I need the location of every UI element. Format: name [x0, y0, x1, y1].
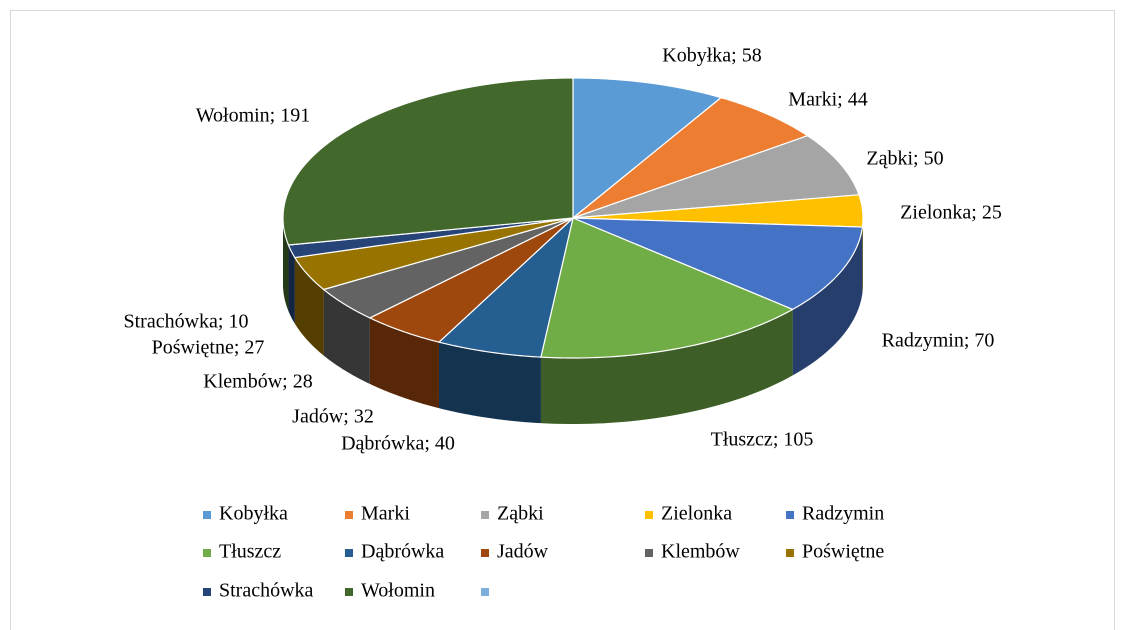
slice-side-shade — [792, 227, 863, 376]
slice — [287, 217, 574, 259]
slice-side-shade — [438, 342, 541, 424]
legend-marker — [481, 549, 489, 557]
slice-side-shade — [288, 244, 295, 324]
legend-marker — [786, 511, 794, 519]
data-label: Radzymin; 70 — [882, 330, 995, 352]
slice — [572, 77, 722, 219]
legend-label: Marki — [361, 503, 410, 525]
legend-label: Kobyłka — [219, 503, 288, 525]
slice-side — [540, 309, 793, 424]
legend-label: Ząbki — [497, 503, 544, 525]
legend-marker — [345, 511, 353, 519]
slice-side — [862, 218, 863, 294]
legend-label: Jadów — [497, 541, 549, 563]
data-label: Zielonka; 25 — [900, 202, 1002, 224]
data-label: Tłuszcz; 105 — [711, 429, 814, 451]
slice-side-shade — [294, 257, 324, 356]
data-label: Jadów; 32 — [292, 406, 374, 428]
legend-label: Strachówka — [219, 580, 314, 602]
legend-marker — [203, 588, 211, 596]
slice-side-shade — [369, 317, 439, 409]
data-label: Strachówka; 10 — [124, 311, 249, 333]
legend-marker — [203, 549, 211, 557]
slice-side-shade — [540, 309, 793, 424]
data-label: Klembów; 28 — [203, 371, 312, 393]
slice — [323, 217, 574, 319]
slice-side — [294, 257, 324, 356]
slice — [572, 217, 863, 311]
legend-marker — [345, 549, 353, 557]
slice — [572, 97, 809, 219]
legend-marker — [345, 588, 353, 596]
slice-side-shade — [862, 218, 863, 294]
slice — [369, 217, 574, 343]
slice-side — [792, 227, 863, 376]
legend-marker — [481, 511, 489, 519]
slice — [540, 217, 794, 359]
legend-marker — [203, 511, 211, 519]
slice-side-shade — [323, 289, 370, 384]
legend-label: Zielonka — [661, 503, 732, 525]
data-label: Poświętne; 27 — [152, 337, 265, 359]
slice — [282, 77, 574, 246]
slice-side-shade — [283, 218, 289, 311]
slice — [572, 135, 860, 219]
legend-label: Wołomin — [361, 580, 435, 602]
slice-side — [438, 342, 541, 424]
slice — [438, 217, 574, 358]
slice-side — [369, 317, 439, 409]
legend-marker — [786, 549, 794, 557]
legend-label: Tłuszcz — [219, 541, 281, 563]
data-label: Ząbki; 50 — [866, 148, 943, 170]
legend-marker — [645, 549, 653, 557]
data-label: Dąbrówka; 40 — [341, 433, 455, 455]
legend-label: Radzymin — [802, 503, 884, 525]
legend-label: Klembów — [661, 541, 740, 563]
legend-marker — [645, 511, 653, 519]
slice-side — [288, 244, 295, 324]
slice-side — [323, 289, 370, 384]
slice-side — [283, 218, 289, 311]
slice — [294, 217, 574, 291]
legend-label: Poświętne — [802, 541, 884, 563]
data-label: Wołomin; 191 — [196, 105, 311, 127]
data-label: Kobyłka; 58 — [662, 45, 761, 67]
slice — [572, 194, 864, 228]
legend-marker — [481, 588, 489, 596]
legend-label: Dąbrówka — [361, 541, 444, 563]
data-label: Marki; 44 — [788, 89, 867, 111]
